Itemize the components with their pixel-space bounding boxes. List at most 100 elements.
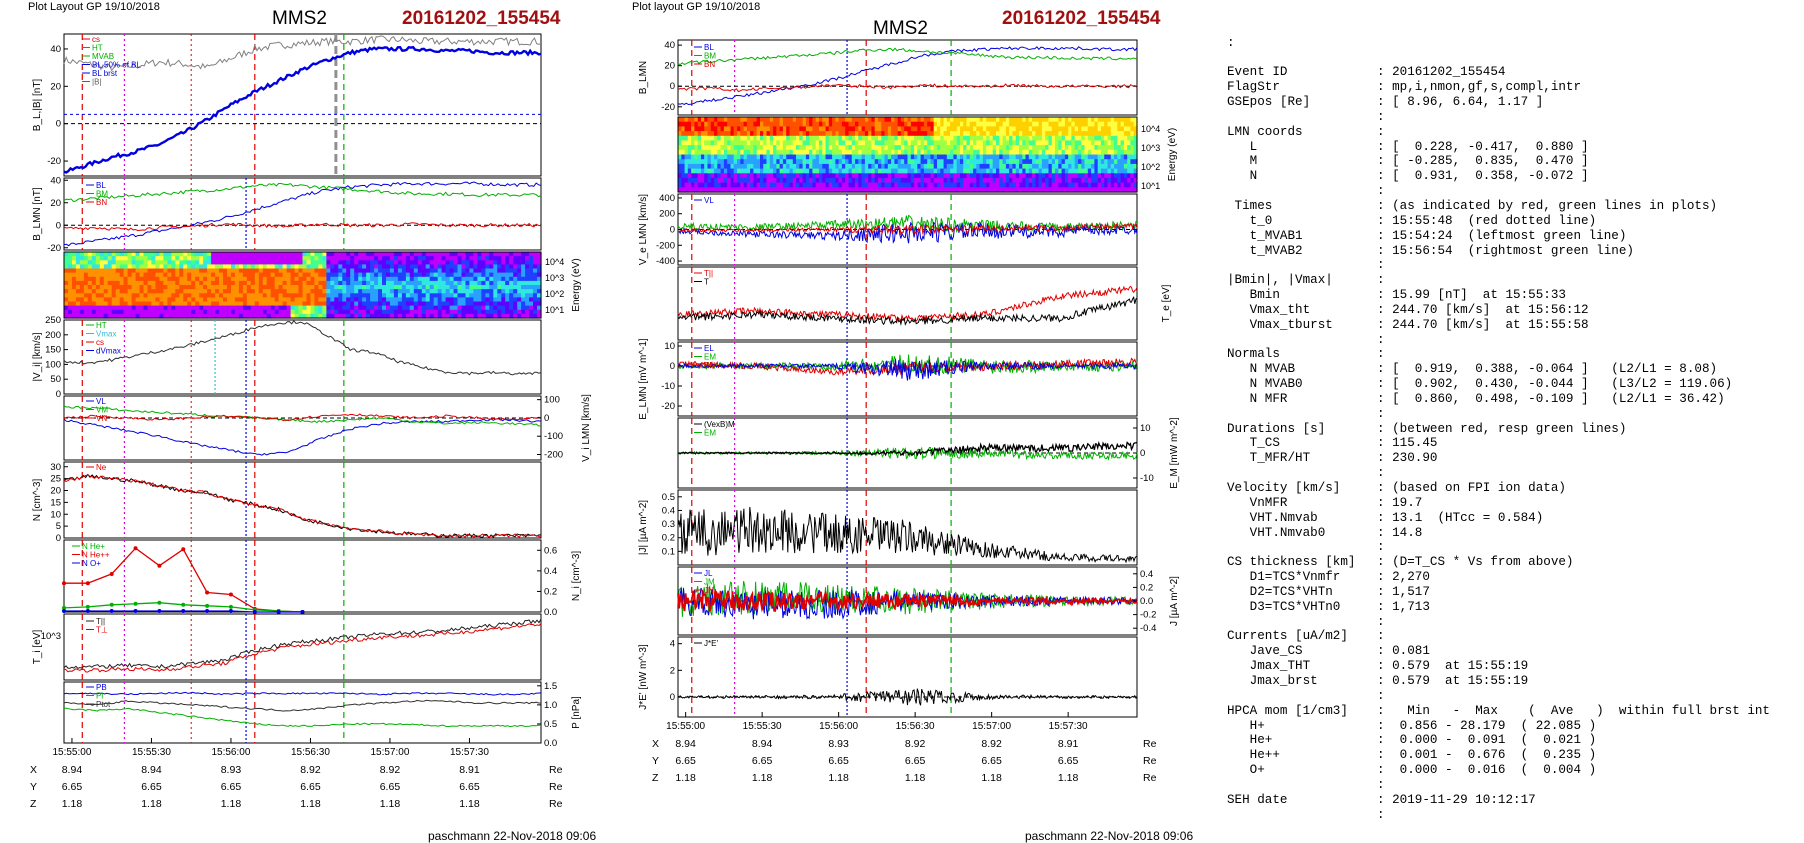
- spectrogram-cell: [159, 264, 164, 270]
- spectrogram-cell: [501, 260, 506, 265]
- spectrogram-cell: [1081, 145, 1086, 151]
- spectrogram-cell: [1002, 187, 1007, 193]
- spectrogram-cell: [907, 121, 912, 127]
- info-row: H+: 0.856 - 28.179 ( 22.085 ): [1227, 719, 1770, 734]
- spectrogram-cell: [943, 117, 948, 123]
- spectrogram-cell: [933, 145, 938, 151]
- spectrogram-cell: [485, 264, 490, 270]
- spectrogram-cell: [159, 276, 164, 282]
- spectrogram-cell: [907, 135, 912, 142]
- spectrogram-cell: [278, 272, 284, 278]
- spectrogram-cell: [943, 126, 948, 132]
- y-tick-label: 10^4: [545, 257, 564, 267]
- spectrogram-cell: [963, 177, 968, 184]
- spectrogram-cell: [782, 140, 787, 146]
- spectrogram-cell: [223, 264, 228, 270]
- spectrogram-cell: [773, 117, 777, 123]
- spectrogram-cell: [812, 121, 817, 127]
- pos-value: 6.65: [380, 781, 401, 793]
- spectrogram-cell: [714, 154, 718, 160]
- spectrogram-cell: [746, 145, 751, 151]
- spectrogram-cell: [366, 264, 371, 270]
- spectrogram-cell: [517, 272, 522, 278]
- spectrogram-cell: [858, 177, 863, 184]
- spectrogram-cell: [927, 126, 932, 132]
- spectrogram-cell: [310, 280, 316, 286]
- spectrogram-cell: [354, 260, 359, 265]
- spectrogram-cell: [927, 145, 932, 151]
- spectrogram-cell: [694, 121, 699, 127]
- spectrogram-cell: [1061, 163, 1066, 170]
- spectrogram-cell: [832, 159, 836, 165]
- spectrogram-cell: [64, 268, 69, 274]
- spectrogram-cell: [282, 264, 288, 270]
- spectrogram-cell: [678, 173, 682, 179]
- spectrogram-cell: [290, 264, 296, 270]
- spectrogram-cell: [386, 260, 391, 265]
- spectrogram-cell: [405, 297, 411, 303]
- spectrogram-cell: [533, 276, 538, 282]
- spectrogram-cell: [139, 313, 145, 319]
- spectrogram-cell: [1097, 187, 1102, 193]
- spectrogram-cell: [681, 154, 686, 160]
- spectrogram-cell: [175, 289, 180, 294]
- spectrogram-cell: [318, 309, 323, 315]
- spectrogram-cell: [966, 168, 971, 174]
- spectrogram-cell: [989, 177, 994, 184]
- spectrogram-cell: [83, 264, 89, 270]
- spectrogram-cell: [274, 280, 280, 286]
- spectrogram-cell: [417, 293, 423, 298]
- spectrogram-cell: [517, 268, 522, 274]
- spectrogram-cell: [1038, 149, 1043, 156]
- spectrogram-cell: [481, 309, 486, 315]
- y-tick-label: 100: [544, 395, 560, 406]
- spectrogram-cell: [429, 293, 435, 298]
- spectrogram-cell: [802, 135, 807, 142]
- spectrogram-cell: [891, 168, 895, 174]
- spectrogram-cell: [989, 126, 994, 132]
- spectrogram-cell: [1025, 173, 1030, 179]
- spectrogram-cell: [127, 260, 133, 265]
- spectrogram-cell: [1028, 131, 1033, 137]
- spectrogram-cell: [822, 126, 827, 132]
- spectrogram-cell: [262, 297, 268, 303]
- legend-label: VL: [704, 196, 714, 205]
- spectrogram-cell: [175, 293, 180, 298]
- spectrogram-cell: [219, 305, 224, 311]
- spectrogram-cell: [763, 187, 768, 193]
- spectrogram-cell: [1032, 187, 1036, 193]
- spectrogram-cell: [477, 268, 482, 274]
- spectrogram-cell: [405, 285, 411, 290]
- spectrogram-cell: [992, 159, 997, 165]
- spectrogram-cell: [838, 168, 843, 174]
- spectrogram-cell: [1061, 173, 1066, 179]
- spectrogram-cell: [720, 154, 725, 160]
- spectrogram-cell: [723, 177, 728, 184]
- spectrogram-cell: [802, 117, 807, 123]
- spectrogram-cell: [513, 268, 518, 274]
- spectrogram-cell: [413, 268, 419, 274]
- spectrogram-cell: [1114, 177, 1118, 184]
- spectrogram-cell: [322, 309, 327, 315]
- spectrogram-cell: [809, 173, 813, 179]
- spectrogram-cell: [1015, 187, 1020, 193]
- spectrogram-cell: [910, 149, 915, 156]
- spectrogram-cell: [509, 260, 514, 265]
- spectrogram-cell: [211, 272, 216, 278]
- spectrogram-cell: [779, 117, 784, 123]
- spectrogram-cell: [848, 182, 853, 188]
- spectrogram-cell: [858, 163, 863, 170]
- spectrogram-cell: [1114, 187, 1118, 193]
- spectrogram-cell: [378, 260, 383, 265]
- spectrogram-cell: [796, 149, 800, 156]
- spectrogram-cell: [917, 173, 922, 179]
- spectrogram-cell: [215, 301, 220, 307]
- spectrogram-cell: [714, 187, 718, 193]
- spectrogram-cell: [187, 264, 192, 270]
- spectrogram-cell: [334, 256, 339, 261]
- spectrogram-cell: [445, 309, 451, 315]
- spectrogram-cell: [1100, 187, 1105, 193]
- spectrogram-cell: [825, 131, 830, 137]
- spectrogram-cell: [374, 305, 379, 311]
- spectrogram-cell: [378, 297, 383, 303]
